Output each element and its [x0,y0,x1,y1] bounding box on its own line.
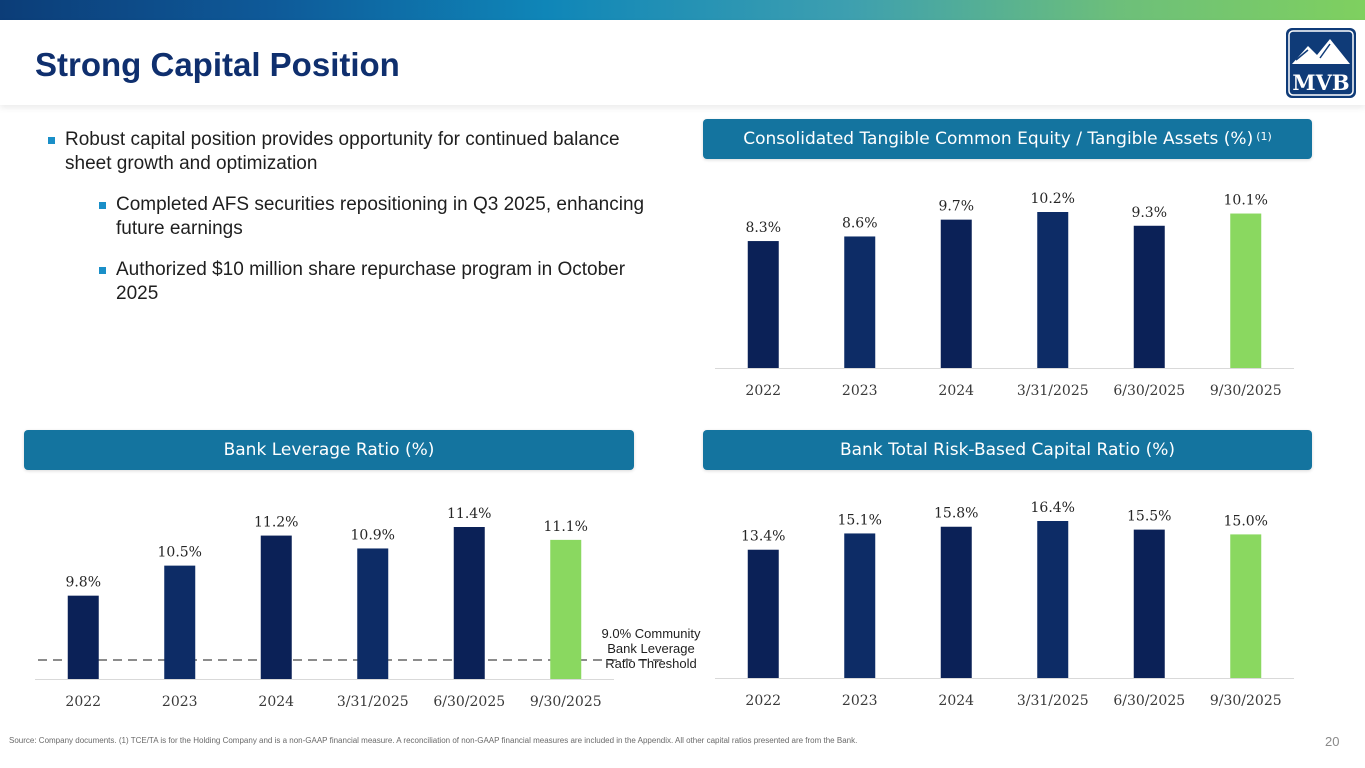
data-label: 13.4% [741,529,785,545]
leverage-chart-title: Bank Leverage Ratio (%) [24,430,634,470]
data-label: 9.3% [1131,205,1167,221]
rbc-title-text: Bank Total Risk-Based Capital Ratio (%) [839,440,1176,460]
data-label: 15.0% [1224,513,1268,529]
tick-label: 6/30/2025 [1113,693,1185,709]
data-label: 10.2% [1031,191,1075,207]
data-label: 8.3% [745,220,781,236]
data-label: 11.4% [447,506,491,522]
tick-label: 2023 [842,383,878,399]
bar-rbc-5 [1230,534,1262,678]
bar-tce-5 [1230,213,1262,368]
threshold-label: 9.0% Community Bank Leverage Ratio Thres… [601,626,701,671]
bar-tce-0 [747,241,779,368]
data-label: 9.8% [65,575,101,591]
tick-label: 2022 [65,694,101,710]
footnote-marker: (1) [1256,129,1272,143]
data-label: 15.8% [934,506,978,522]
tick-label: 2024 [938,383,974,399]
data-label: 9.7% [938,199,974,215]
bar-tce-1 [844,236,876,368]
bar-rbc-1 [844,533,876,678]
mvb-logo: MVB [1286,28,1356,98]
tce-bar-chart: 8.3% 2022 8.6% 2023 9.7% 2024 10.2% 3/31/2025 9.… [715,191,1294,399]
leverage-title-text: Bank Leverage Ratio (%) [223,440,435,460]
page-title: Strong Capital Position [35,46,400,83]
bar-leverage-3 [357,548,389,679]
tick-label: 2022 [745,693,781,709]
data-label: 11.1% [544,519,588,535]
top-gradient-bar [0,0,1365,20]
bar-leverage-5 [550,539,582,679]
tick-label: 2023 [162,694,198,710]
rbc-bar-chart: 13.4% 2022 15.1% 2023 15.8% 2024 16.4% 3/31/202… [715,500,1294,709]
sub-bullet-item: Completed AFS securities repositioning i… [45,193,655,241]
data-label: 10.1% [1224,193,1268,209]
bar-leverage-2 [260,535,292,679]
page-number: 20 [1325,734,1340,749]
bar-tce-4 [1133,225,1165,368]
bar-rbc-4 [1133,529,1165,678]
bar-tce-3 [1037,212,1069,368]
tce-chart-title: Consolidated Tangible Common Equity / Ta… [703,119,1312,159]
bar-leverage-0 [67,595,99,679]
bullet-item: Robust capital position provides opportu… [45,128,655,176]
tick-label: 9/30/2025 [1210,693,1282,709]
tick-label: 9/30/2025 [1210,383,1282,399]
bar-rbc-0 [747,549,779,678]
bullet-marker [99,267,106,274]
rbc-chart-title: Bank Total Risk-Based Capital Ratio (%) [703,430,1312,470]
tick-label: 9/30/2025 [530,694,602,710]
bullet-marker [99,202,106,209]
data-label: 8.6% [842,215,878,231]
bullet-text: Robust capital position provides opportu… [65,129,620,174]
data-label: 15.1% [838,512,882,528]
tick-label: 2024 [258,694,294,710]
tick-label: 2024 [938,693,974,709]
source-note: Source: Company documents. (1) TCE/TA is… [9,736,858,745]
tick-label: 2023 [842,693,878,709]
data-label: 11.2% [254,515,298,531]
sub-bullet-item: Authorized $10 million share repurchase … [45,258,655,306]
header: Strong Capital Position MVB [0,20,1365,105]
bullet-text: Authorized $10 million share repurchase … [116,259,626,304]
data-label: 16.4% [1031,500,1075,516]
bar-rbc-2 [940,526,972,678]
tick-label: 3/31/2025 [337,694,409,710]
tick-label: 6/30/2025 [1113,383,1185,399]
bar-rbc-3 [1037,521,1069,678]
logo-text: MVB [1292,70,1349,95]
bullet-list: Robust capital position provides opportu… [45,128,655,323]
bar-leverage-1 [164,565,196,679]
tick-label: 3/31/2025 [1017,383,1089,399]
tick-label: 6/30/2025 [433,694,505,710]
leverage-bar-chart: 9.8% 2022 10.5% 2023 11.2% 2024 10.9% 3/31/2025… [35,506,662,710]
tick-label: 2022 [745,383,781,399]
bullet-marker [48,137,55,144]
bullet-text: Completed AFS securities repositioning i… [116,194,645,239]
data-label: 15.5% [1127,509,1171,525]
tick-label: 3/31/2025 [1017,693,1089,709]
bar-tce-2 [940,219,972,368]
tce-title-text: Consolidated Tangible Common Equity / Ta… [743,129,1254,149]
bar-leverage-4 [453,527,485,679]
data-label: 10.9% [351,527,395,543]
data-label: 10.5% [158,545,202,561]
